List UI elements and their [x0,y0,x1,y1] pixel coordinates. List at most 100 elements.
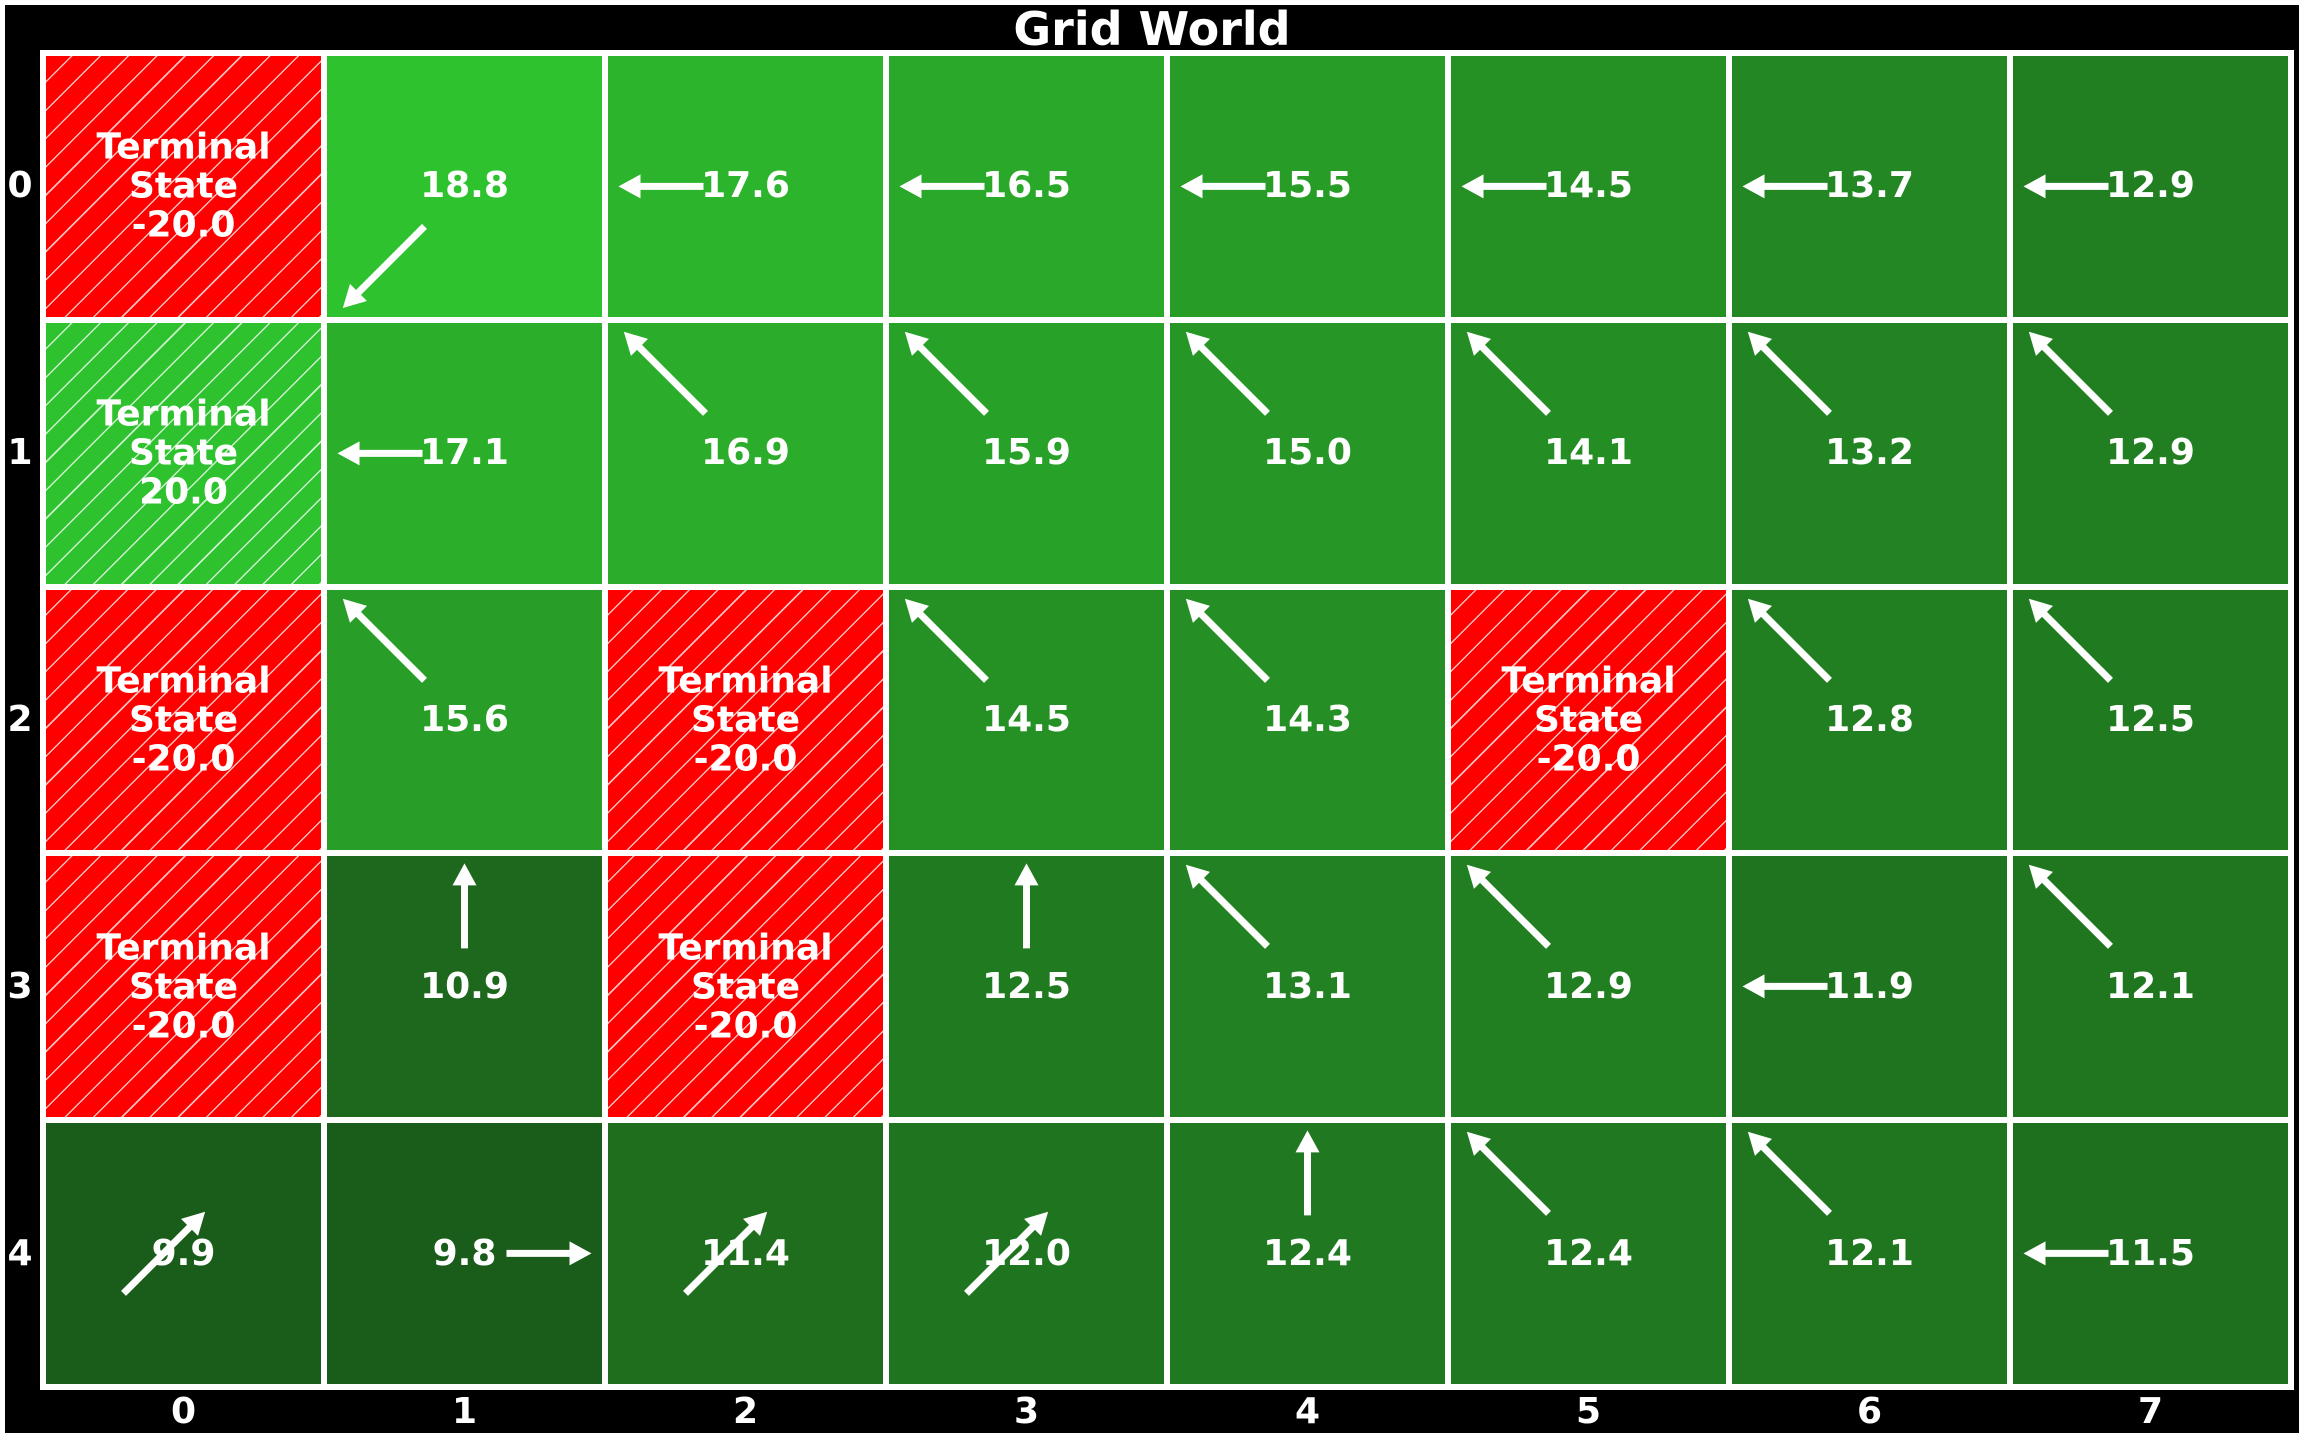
terminal-cell: Terminal State -20.0 [608,589,883,851]
state-value-label: 14.5 [1544,165,1633,207]
terminal-label: Terminal State -20.0 [96,126,271,246]
grid-cell: 12.9 [1451,856,1726,1118]
policy-arrow-head [1014,863,1039,886]
policy-arrow-head [904,331,929,356]
grid-cell: 12.1 [1732,1123,2007,1384]
policy-arrow-shaft [1477,875,1551,950]
terminal-cell: Terminal State 20.0 [46,322,321,584]
grid-cell: 16.5 [889,56,1164,317]
grid-cell: 12.9 [2013,56,2288,317]
policy-arrow-shaft [634,341,708,416]
policy-arrow-shaft [915,608,989,683]
policy-arrow-shaft [1758,1142,1832,1217]
policy-arrow-shaft [353,223,427,298]
policy-arrow-shaft [2039,608,2113,683]
state-value-label: 12.4 [1263,1232,1352,1274]
policy-arrow-shaft [1196,608,1270,683]
grid-cell: 9.8 [327,1123,602,1384]
state-value-label: 18.8 [420,165,509,207]
state-value-label: 12.9 [2106,432,2195,474]
terminal-cell: Terminal State -20.0 [46,56,321,317]
terminal-cell: Terminal State -20.0 [46,856,321,1118]
state-value-label: 12.1 [2106,965,2195,1007]
policy-arrow-shaft [915,341,989,416]
state-value-label: 10.9 [420,965,509,1007]
policy-arrow-head [1185,865,1210,890]
state-value-label: 12.9 [2106,165,2195,207]
state-value-label: 15.5 [1263,165,1352,207]
column-label: 3 [1013,1391,1040,1432]
column-label: 0 [170,1391,197,1432]
terminal-hatch-pattern [608,589,883,851]
grid-cell: 11.5 [2013,1123,2288,1384]
terminal-hatch-pattern [46,56,321,317]
terminal-cell: Terminal State -20.0 [1451,589,1726,851]
policy-arrow-shaft [1477,341,1551,416]
grid-cell: 15.9 [889,322,1164,584]
terminal-label: Terminal State -20.0 [96,927,271,1047]
state-value-label: 9.8 [432,1232,497,1274]
grid-cell: 11.9 [1732,856,2007,1118]
policy-arrow-head [2028,598,2053,623]
policy-arrow-shaft [1477,1142,1551,1217]
state-value-label: 16.9 [701,432,790,474]
terminal-label: Terminal State -20.0 [1501,660,1676,780]
state-value-label: 16.5 [982,165,1071,207]
grid-cell: 11.4 [608,1123,883,1384]
terminal-cell: Terminal State -20.0 [608,856,883,1118]
state-value-label: 15.6 [420,699,509,741]
state-value-label: 13.2 [1825,432,1914,474]
terminal-hatch-pattern [608,856,883,1118]
row-label: 1 [7,432,33,474]
grid-cell: 16.9 [608,322,883,584]
column-label: 6 [1856,1391,1883,1432]
grid-cell: 12.5 [889,856,1164,1118]
row-label: 4 [7,1232,33,1274]
grid-cell: 15.6 [327,589,602,851]
state-value-label: 12.5 [982,965,1071,1007]
policy-arrow-head [1747,598,1772,623]
row-label: 3 [7,965,33,1007]
grid-cell: 14.5 [889,589,1164,851]
grid-cell: 12.4 [1451,1123,1726,1384]
state-value-label: 12.5 [2106,699,2195,741]
policy-arrow-head [1466,865,1491,890]
policy-arrow-head [1466,1131,1491,1157]
policy-arrow-head [2028,331,2053,356]
grid-cell: 17.6 [608,56,883,317]
policy-arrow-head [342,283,367,309]
policy-arrow-head [2028,865,2053,890]
grid-cell: 12.4 [1170,1123,1445,1384]
grid-cell: 14.1 [1451,322,1726,584]
row-label: 0 [7,165,33,207]
state-value-label: 14.5 [982,699,1071,741]
policy-arrow-shaft [353,608,427,683]
grid-cell: 13.1 [1170,856,1445,1118]
grid-cell: 13.2 [1732,322,2007,584]
state-value-label: 14.3 [1263,699,1352,741]
state-value-label: 11.9 [1825,965,1914,1007]
grid-cell: 9.9 [46,1123,321,1384]
grid-cell: 15.5 [1170,56,1445,317]
terminal-cell: Terminal State -20.0 [46,589,321,851]
column-label: 4 [1294,1391,1321,1432]
state-value-label: 13.1 [1263,965,1352,1007]
column-label: 5 [1575,1391,1602,1432]
grid-cell: 12.9 [2013,322,2288,584]
policy-arrow-head [1747,331,1772,356]
state-value-label: 12.4 [1544,1232,1633,1274]
grid-cell: 13.7 [1732,56,2007,317]
grid-cell: 12.1 [2013,856,2288,1118]
grid-world-board: Terminal State -20.0 18.8 17.6 16.5 15.5 14.5… [40,50,2294,1390]
row-label: 2 [7,699,33,740]
policy-arrow-shaft [1758,341,1832,416]
state-value-label: 17.6 [701,165,790,207]
state-value-label: 15.9 [982,432,1071,474]
state-value-label: 11.4 [701,1232,790,1274]
terminal-label: Terminal State -20.0 [96,660,271,780]
policy-arrow-head [623,331,648,356]
page-title: Grid World [1013,2,1291,56]
state-value-label: 15.0 [1263,432,1352,474]
policy-arrow-head [1185,598,1210,623]
grid-cell: 17.1 [327,322,602,584]
